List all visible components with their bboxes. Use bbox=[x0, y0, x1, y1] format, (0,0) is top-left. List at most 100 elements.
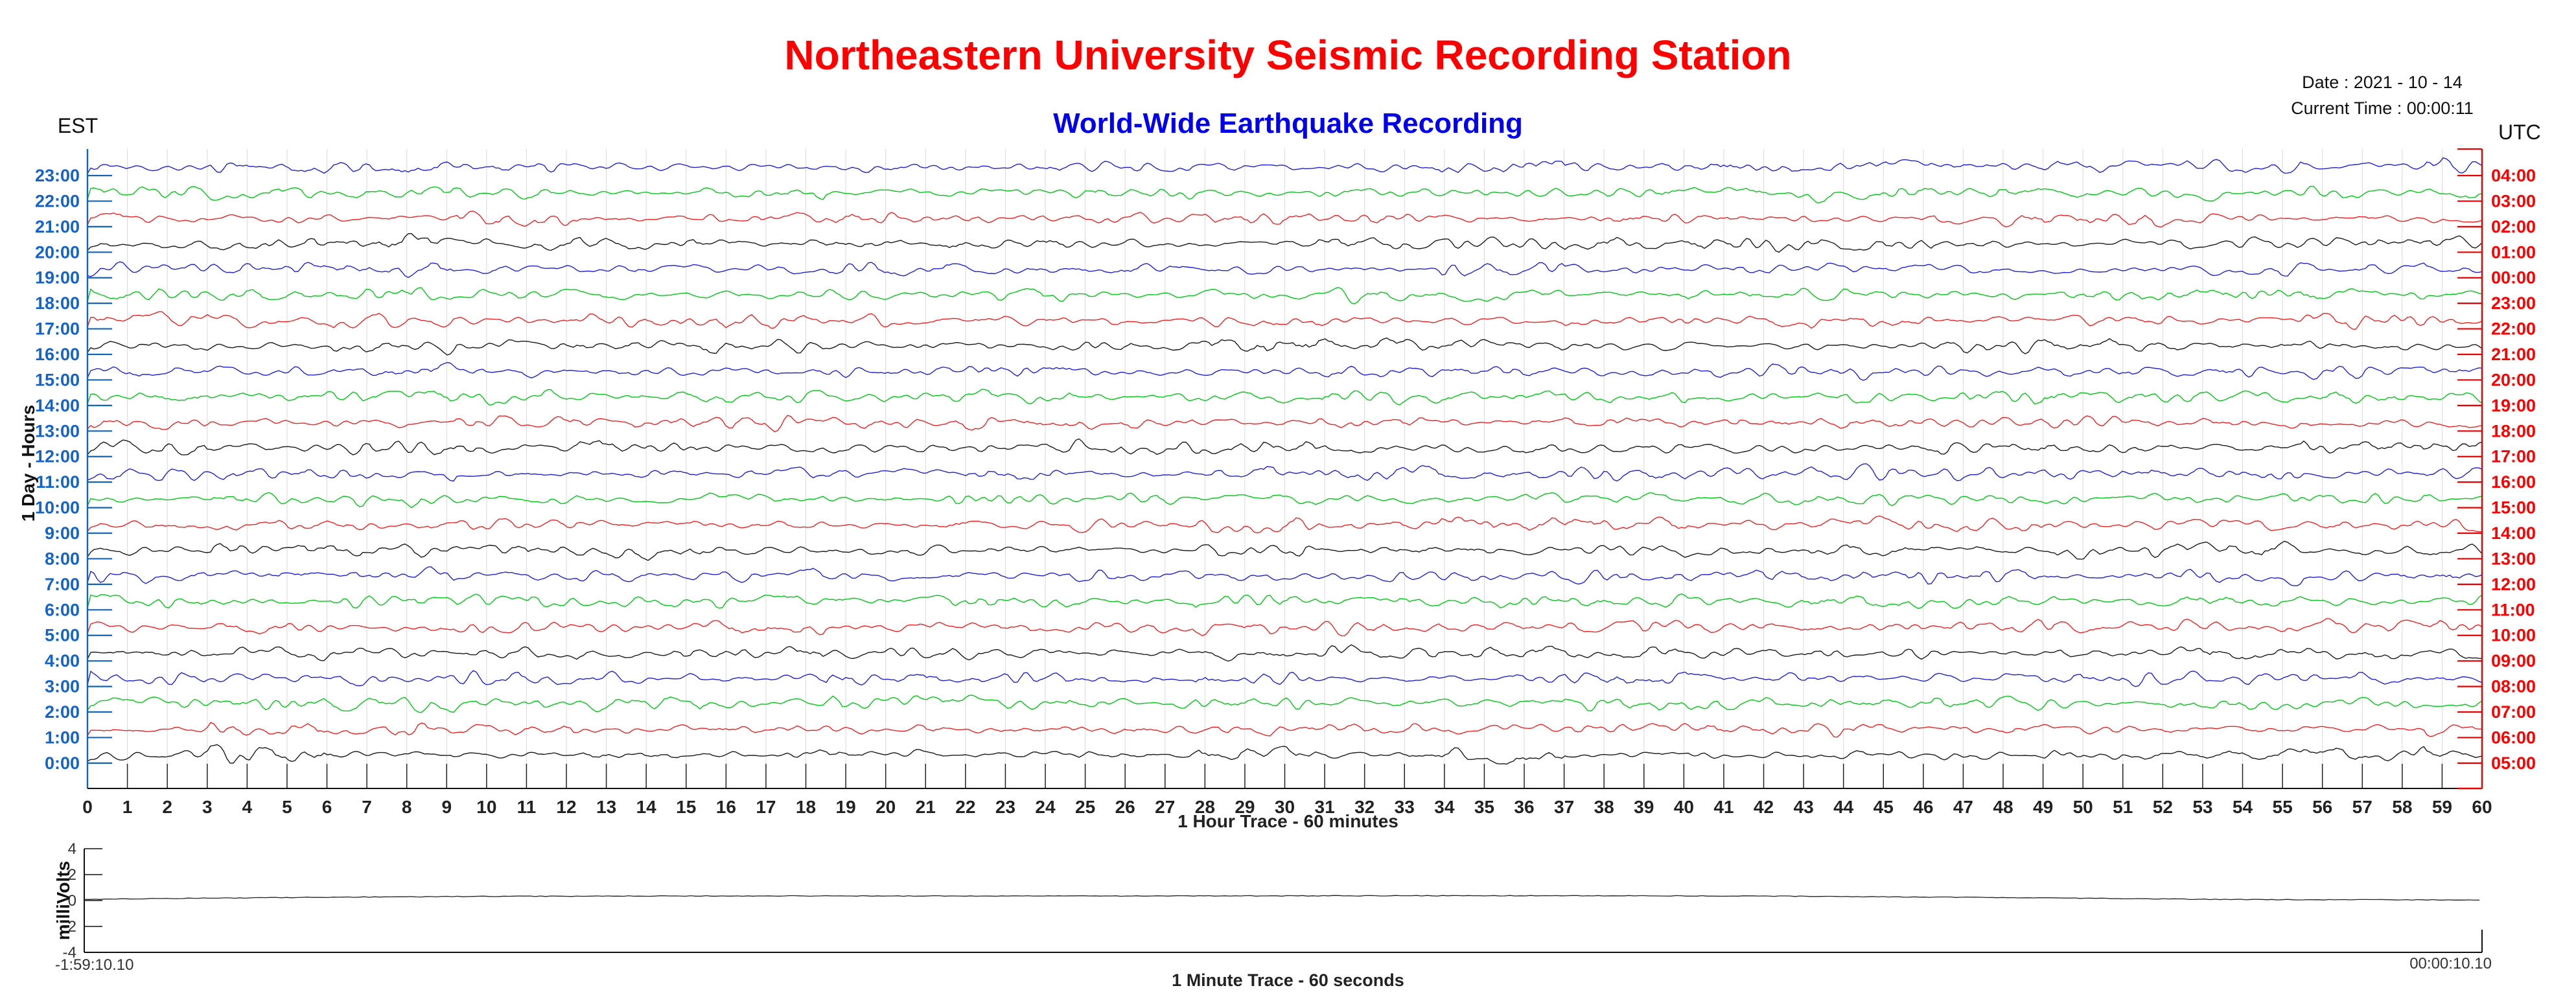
seismic-trace-est-3:00 bbox=[87, 670, 2483, 687]
est-axis-header: EST bbox=[57, 114, 99, 137]
x-tick-label: 17 bbox=[756, 797, 776, 817]
x-tick-label: 30 bbox=[1275, 797, 1295, 817]
mini-y-tick-label: -2 bbox=[63, 918, 76, 936]
x-tick-label: 47 bbox=[1953, 797, 1973, 817]
est-hour-label: 15:00 bbox=[35, 370, 80, 389]
x-tick-label: 31 bbox=[1315, 797, 1335, 817]
minute-trace-line bbox=[84, 895, 2480, 901]
x-tick-label: 6 bbox=[322, 797, 332, 817]
x-tick-label: 53 bbox=[2192, 797, 2212, 817]
x-tick-label: 8 bbox=[402, 797, 412, 817]
seismic-trace-est-19:00 bbox=[87, 261, 2483, 278]
utc-hour-label: 18:00 bbox=[2491, 421, 2536, 441]
x-tick-label: 5 bbox=[282, 797, 292, 817]
x-tick-label: 44 bbox=[1833, 797, 1854, 817]
seismic-trace-est-8:00 bbox=[87, 540, 2483, 561]
est-hour-label: 5:00 bbox=[45, 626, 80, 645]
x-tick-label: 43 bbox=[1794, 797, 1814, 817]
est-hour-label: 16:00 bbox=[35, 345, 80, 364]
utc-hour-label: 04:00 bbox=[2491, 166, 2536, 185]
est-hour-label: 22:00 bbox=[35, 191, 80, 211]
seismic-trace-est-6:00 bbox=[87, 593, 2483, 609]
utc-hour-label: 12:00 bbox=[2491, 575, 2536, 594]
seismic-trace-est-7:00 bbox=[87, 566, 2483, 586]
seismic-trace-est-2:00 bbox=[87, 695, 2483, 713]
x-tick-label: 42 bbox=[1754, 797, 1774, 817]
est-hour-label: 0:00 bbox=[45, 753, 80, 773]
seismic-trace-est-15:00 bbox=[87, 362, 2483, 381]
est-hour-label: 2:00 bbox=[45, 702, 80, 722]
seismic-trace-est-22:00 bbox=[87, 185, 2483, 204]
x-tick-label: 56 bbox=[2312, 797, 2332, 817]
utc-axis-header: UTC bbox=[2498, 121, 2541, 144]
x-tick-label: 45 bbox=[1874, 797, 1894, 817]
utc-hour-label: 20:00 bbox=[2491, 370, 2536, 389]
utc-hour-label: 11:00 bbox=[2491, 600, 2535, 619]
x-tick-label: 3 bbox=[202, 797, 213, 817]
utc-hour-label: 10:00 bbox=[2491, 626, 2536, 645]
utc-hour-label: 08:00 bbox=[2491, 677, 2536, 696]
utc-hour-label: 05:00 bbox=[2491, 753, 2536, 773]
est-hour-label: 11:00 bbox=[36, 472, 80, 492]
mini-y-tick-label: 0 bbox=[68, 892, 76, 910]
utc-hour-label: 23:00 bbox=[2491, 293, 2536, 313]
x-tick-label: 14 bbox=[636, 797, 657, 817]
x-tick-label: 41 bbox=[1713, 797, 1734, 817]
x-tick-label: 27 bbox=[1155, 797, 1175, 817]
x-tick-label: 19 bbox=[836, 797, 856, 817]
x-tick-label: 59 bbox=[2432, 797, 2452, 817]
x-tick-label: 4 bbox=[242, 797, 253, 817]
millivolts-axis-title: milliVolts bbox=[53, 860, 73, 941]
x-tick-label: 32 bbox=[1354, 797, 1375, 817]
est-hour-label: 6:00 bbox=[45, 600, 80, 619]
x-tick-label: 16 bbox=[716, 797, 736, 817]
x-tick-label: 11 bbox=[517, 797, 537, 817]
x-tick-label: 9 bbox=[441, 797, 452, 817]
date-readout: Date : 2021 - 10 - 14 bbox=[2302, 73, 2463, 92]
x-tick-label: 23 bbox=[995, 797, 1015, 817]
x-tick-label: 13 bbox=[596, 797, 616, 817]
seismic-trace-est-4:00 bbox=[87, 644, 2483, 662]
est-hour-label: 23:00 bbox=[35, 166, 80, 185]
x-tick-label: 24 bbox=[1035, 797, 1056, 817]
seismic-trace-est-11:00 bbox=[87, 463, 2483, 482]
x-tick-label: 1 bbox=[122, 797, 133, 817]
mini-y-tick-label: 2 bbox=[68, 866, 76, 884]
est-hour-label: 17:00 bbox=[35, 319, 80, 339]
utc-hour-label: 06:00 bbox=[2491, 728, 2536, 747]
x-tick-label: 35 bbox=[1474, 797, 1494, 817]
utc-hour-label: 09:00 bbox=[2491, 651, 2536, 671]
x-tick-label: 29 bbox=[1235, 797, 1255, 817]
utc-hour-label: 03:00 bbox=[2491, 191, 2536, 211]
seismic-trace-est-0:00 bbox=[87, 744, 2483, 765]
utc-hour-label: 02:00 bbox=[2491, 217, 2536, 236]
mini-y-tick-label: 4 bbox=[68, 840, 76, 858]
x-tick-label: 46 bbox=[1913, 797, 1933, 817]
page-title: Northeastern University Seismic Recordin… bbox=[784, 32, 1792, 78]
est-hour-label: 7:00 bbox=[45, 575, 80, 594]
est-hour-label: 1:00 bbox=[45, 728, 80, 747]
x-tick-label: 51 bbox=[2113, 797, 2133, 817]
x-tick-label: 49 bbox=[2033, 797, 2053, 817]
est-hour-label: 19:00 bbox=[35, 268, 80, 288]
x-tick-label: 25 bbox=[1075, 797, 1095, 817]
current-time-readout: Current Time : 00:00:11 bbox=[2291, 98, 2474, 118]
x-tick-label: 12 bbox=[556, 797, 576, 817]
est-hour-label: 3:00 bbox=[45, 677, 80, 696]
seismic-trace-est-1:00 bbox=[87, 722, 2482, 738]
utc-hour-label: 01:00 bbox=[2491, 242, 2536, 262]
seismic-trace-est-16:00 bbox=[87, 338, 2483, 356]
seismic-trace-est-18:00 bbox=[87, 286, 2483, 304]
x-tick-label: 60 bbox=[2472, 797, 2492, 817]
est-hour-label: 18:00 bbox=[35, 293, 80, 313]
utc-hour-label: 07:00 bbox=[2491, 702, 2536, 722]
seismic-trace-est-12:00 bbox=[87, 438, 2483, 455]
x-tick-label: 34 bbox=[1434, 797, 1455, 817]
est-hour-label: 21:00 bbox=[35, 217, 80, 236]
minute-trace-end-time: 00:00:10.10 bbox=[2409, 955, 2492, 972]
est-hour-label: 14:00 bbox=[35, 396, 80, 415]
seismic-trace-est-13:00 bbox=[87, 415, 2483, 432]
seismic-trace-est-5:00 bbox=[87, 618, 2483, 637]
